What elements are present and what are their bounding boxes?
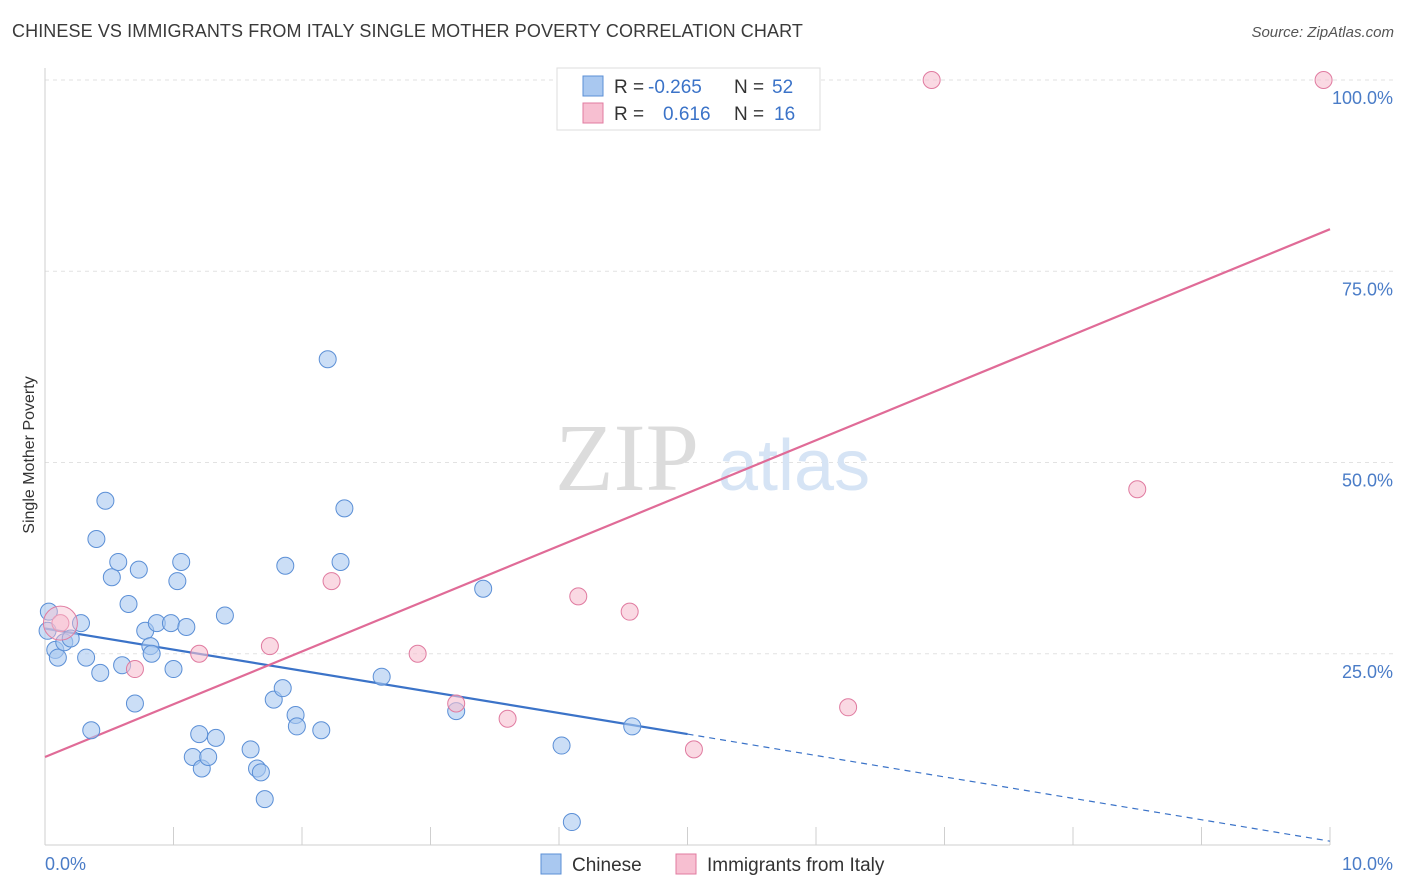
x-tick-label: 0.0% [45, 854, 86, 874]
legend-r-label: R = [614, 104, 644, 125]
legend-swatch-chinese [582, 75, 604, 97]
series-legend: Chinese Immigrants from Italy [540, 853, 885, 876]
chinese-point [87, 530, 106, 548]
chinese-point [129, 560, 148, 579]
chinese-point [623, 717, 642, 736]
chinese-point [102, 568, 121, 587]
watermark-atlas: atlas [718, 426, 870, 506]
trendline-extension [687, 733, 1331, 842]
y-tick-label: 25.0% [1342, 662, 1393, 682]
chart-title: CHINESE VS IMMIGRANTS FROM ITALY SINGLE … [12, 21, 803, 41]
legend-r-value: -0.265 [648, 77, 702, 98]
y-tick-label: 100.0% [1332, 88, 1393, 108]
chinese-point [318, 350, 337, 369]
italy-point [922, 71, 941, 89]
legend-n-value: 52 [772, 77, 793, 98]
y-axis-label: Single Mother Poverty [21, 376, 38, 533]
chinese-point [48, 648, 67, 667]
stats-legend: R = -0.265 N = 52 R = 0.616 N = 16 [556, 67, 821, 131]
chinese-point [474, 579, 493, 598]
legend-label-chinese: Chinese [572, 855, 642, 876]
italy-point [51, 614, 70, 633]
axes [44, 68, 1331, 846]
italy-point [125, 660, 144, 679]
legend-label-italy: Immigrants from Italy [707, 855, 885, 876]
chinese-point [241, 740, 260, 759]
x-tick-label: 10.0% [1342, 854, 1393, 874]
trendline [44, 228, 1331, 759]
chinese-point [562, 813, 581, 832]
chinese-point [206, 728, 225, 747]
chinese-point [251, 763, 270, 782]
italy-point [569, 587, 588, 606]
legend-r-value: 0.616 [663, 104, 711, 125]
source-credit: Source: ZipAtlas.com [1251, 24, 1394, 41]
chinese-point [164, 660, 183, 679]
y-tick-label: 50.0% [1342, 471, 1393, 491]
chinese-point [161, 614, 180, 633]
chinese-point [335, 499, 354, 518]
chinese-point [172, 552, 191, 571]
chinese-point [61, 629, 80, 648]
x-tick-labels: 0.0% 10.0% [45, 854, 1393, 874]
legend-n-value: 16 [774, 104, 795, 125]
chinese-point [82, 721, 101, 740]
italy-point [684, 740, 703, 759]
chinese-point [91, 663, 110, 682]
y-tick-label: 75.0% [1342, 279, 1393, 299]
italy-point [260, 637, 279, 656]
chinese-point [552, 736, 571, 755]
chinese-point [255, 790, 274, 809]
chinese-point [168, 572, 187, 591]
italy-point [190, 644, 209, 663]
chinese-point [312, 721, 331, 740]
chinese-point [273, 679, 292, 698]
chinese-point [125, 694, 144, 713]
chinese-point [331, 552, 350, 571]
chinese-point [190, 725, 209, 744]
chinese-point [142, 644, 161, 663]
legend-n-label: N = [734, 77, 764, 98]
chinese-point [177, 617, 196, 636]
legend-swatch-italy [582, 102, 604, 124]
legend-swatch-italy [675, 853, 697, 875]
chinese-point [372, 667, 391, 686]
legend-r-label: R = [614, 77, 644, 98]
gridlines [45, 79, 1395, 655]
italy-point [839, 698, 858, 717]
legend-n-label: N = [734, 104, 764, 125]
chinese-point [119, 595, 138, 614]
italy-point [498, 709, 517, 728]
chinese-point [215, 606, 234, 625]
chinese-point [96, 491, 115, 510]
chinese-point [77, 648, 96, 667]
chinese-point [287, 717, 306, 736]
italy-point [408, 644, 427, 663]
chinese-point [199, 748, 218, 767]
italy-point [447, 694, 466, 713]
italy-point [1314, 71, 1333, 89]
italy-point [1128, 480, 1147, 499]
watermark-zip: ZIP [555, 404, 699, 511]
italy-point-large [42, 605, 78, 641]
chinese-point [276, 556, 295, 575]
italy-point [322, 572, 341, 591]
legend-swatch-chinese [540, 853, 562, 875]
italy-point [620, 602, 639, 621]
y-tick-labels: 25.0% 50.0% 75.0% 100.0% [1332, 88, 1393, 682]
chinese-point [109, 552, 128, 571]
